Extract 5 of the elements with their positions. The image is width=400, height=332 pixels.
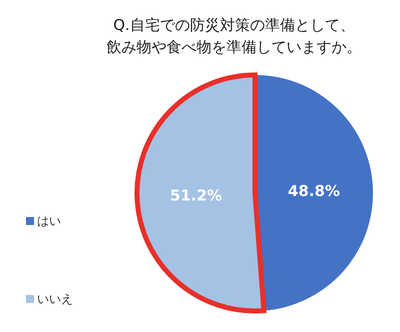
legend-label: いいえ bbox=[37, 290, 73, 308]
legend-label: はい bbox=[37, 212, 61, 230]
chart-title: Q.自宅での防災対策の準備として、飲み物や食べ物を準備していますか。 bbox=[106, 15, 362, 58]
data-label: 51.2% bbox=[170, 186, 222, 205]
data-label: 48.8% bbox=[288, 182, 340, 200]
